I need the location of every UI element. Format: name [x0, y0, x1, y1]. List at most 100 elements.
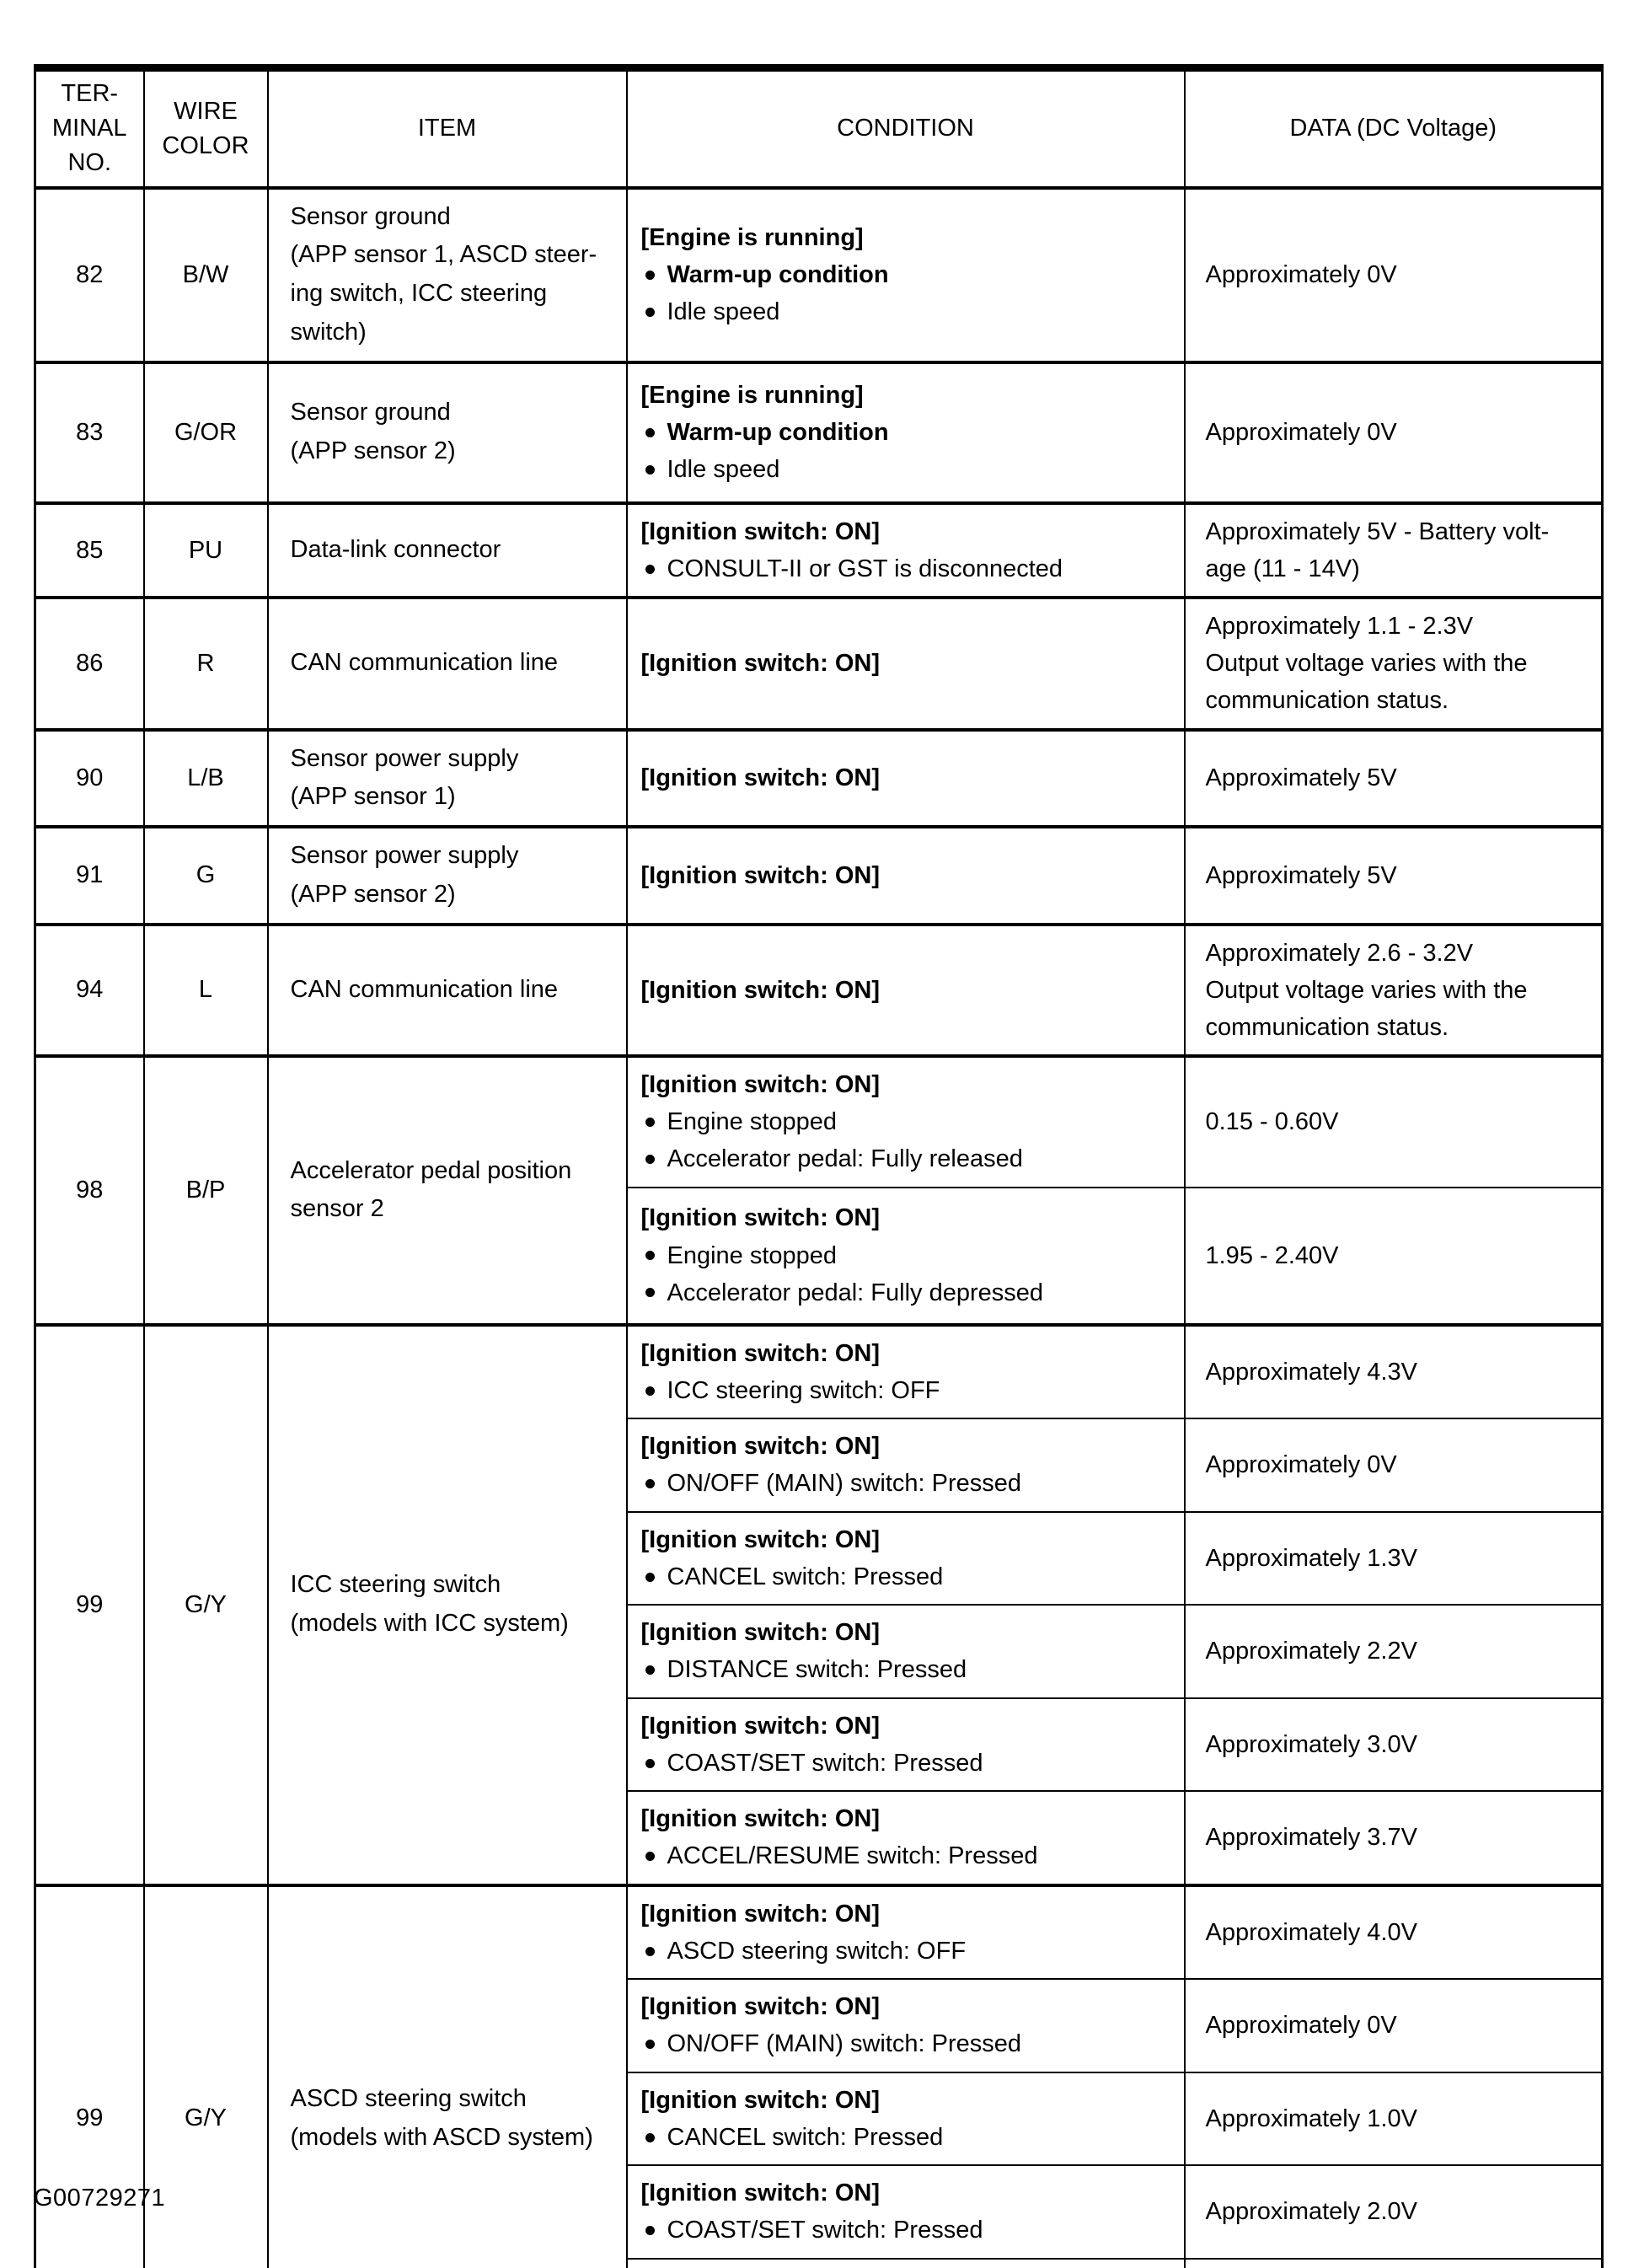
bullet-item: Idle speed	[641, 454, 1175, 485]
bullet-text: ASCD steering switch: OFF	[667, 1937, 967, 1965]
bullet-text: COAST/SET switch: Pressed	[667, 1749, 983, 1777]
bullet-icon	[645, 1758, 655, 1768]
terminal-cell: 94	[34, 922, 145, 1057]
data-cell: Approximately 3.7V	[1183, 1790, 1604, 1886]
condition-state: [Ignition switch: ON]	[640, 2086, 881, 2114]
figure-id: G00729271	[34, 2185, 166, 2212]
terminal-cell: 86	[34, 596, 145, 731]
bullet-text: ACCEL/RESUME switch: Pressed	[667, 1842, 1038, 1870]
condition-state: [Ignition switch: ON]	[640, 1805, 881, 1833]
table-subrow: [Ignition switch: ON] ACCEL/RESUME switc…	[35, 1790, 1604, 1886]
item-cell: Sensor ground (APP sensor 2)	[266, 360, 628, 504]
bullet-text: Engine stopped	[667, 1241, 838, 1269]
bullet-item: CANCEL switch: Pressed	[641, 2122, 1175, 2153]
column-header-item: ITEM	[266, 67, 628, 190]
bullet-text: Engine stopped	[667, 1108, 838, 1136]
bullet-item: ON/OFF (MAIN) switch: Pressed	[641, 1468, 1175, 1499]
terminal-cell: 91	[34, 825, 145, 925]
bullet-item: COAST/SET switch: Pressed	[641, 2215, 1175, 2245]
bullet-icon	[645, 1946, 655, 1956]
item-cell: Data-link connector	[266, 501, 628, 599]
item-cell: Sensor ground (APP sensor 1, ASCD steer-…	[266, 185, 628, 363]
condition-cell: [Engine is running] Warm-up condition Id…	[625, 360, 1186, 504]
table-subrow: [Ignition switch: ON] CANCEL switch: Pre…	[35, 2071, 1604, 2167]
condition-state: [Ignition switch: ON]	[640, 2180, 881, 2207]
bullet-item: Accelerator pedal: Fully released	[641, 1144, 1175, 1174]
bullet-text: COAST/SET switch: Pressed	[667, 2217, 983, 2244]
condition-cell: [Ignition switch: ON] ON/OFF (MAIN) swit…	[625, 1978, 1186, 2073]
condition-cell: [Ignition switch: ON]	[625, 922, 1186, 1057]
condition-cell: [Ignition switch: ON] Engine stopped Acc…	[625, 1186, 1186, 1326]
bullet-icon	[645, 2226, 655, 2236]
bullet-icon	[645, 564, 655, 574]
bullet-item: Engine stopped	[641, 1107, 1175, 1137]
table-subrow: [Ignition switch: ON] DISTANCE switch: P…	[35, 1604, 1604, 1699]
bullet-text: ON/OFF (MAIN) switch: Pressed	[667, 1470, 1022, 1498]
bullet-item: Warm-up condition	[641, 260, 1175, 290]
table-row: 86 R CAN communication line [Ignition sw…	[34, 596, 1604, 731]
table-header-row: TER- MINAL NO. WIRE COLOR ITEM CONDITION…	[34, 67, 1604, 190]
bullet-icon	[645, 1251, 655, 1261]
data-cell: Approximately 0V	[1183, 360, 1604, 504]
bullet-icon	[645, 2040, 655, 2050]
bullet-icon	[645, 427, 655, 437]
bullet-icon	[645, 1479, 655, 1489]
table-subrow: [Ignition switch: ON] CANCEL switch: Pre…	[35, 1510, 1604, 1606]
bullet-icon	[645, 270, 655, 280]
item-cell: CAN communication line	[266, 596, 628, 731]
condition-state: [Engine is running]	[640, 381, 864, 409]
wire-color-cell: G/Y	[142, 1883, 269, 2268]
bullet-item: ICC steering switch: OFF	[641, 1375, 1175, 1406]
bullet-item: COAST/SET switch: Pressed	[641, 1748, 1175, 1778]
bullet-item: CONSULT-II or GST is disconnected	[641, 554, 1175, 584]
condition-state: [Ignition switch: ON]	[640, 1712, 881, 1740]
wire-color-cell: G/OR	[142, 360, 269, 504]
condition-cell: [Ignition switch: ON] ICC steering switc…	[625, 1322, 1186, 1420]
bullet-text: Warm-up condition	[667, 419, 889, 447]
terminal-cell: 85	[34, 501, 145, 599]
condition-cell: [Ignition switch: ON] CANCEL switch: Pre…	[625, 2071, 1186, 2167]
condition-cell: [Engine is running] Warm-up condition Id…	[625, 185, 1186, 363]
data-cell: Approximately 5V	[1183, 727, 1604, 828]
wire-color-cell: R	[142, 596, 269, 731]
data-cell: Approximately 0V	[1183, 1418, 1604, 1513]
bullet-text: Accelerator pedal: Fully depressed	[667, 1279, 1044, 1306]
bullet-icon	[645, 1155, 655, 1165]
bullet-item: ASCD steering switch: OFF	[641, 1936, 1175, 1966]
data-cell: Approximately 5V - Battery volt- age (11…	[1183, 501, 1604, 599]
condition-cell: [Ignition switch: ON] Engine stopped Acc…	[625, 1054, 1186, 1188]
item-cell: Accelerator pedal position sensor 2	[266, 1054, 628, 1326]
data-cell: Approximately 1.3V	[1183, 1510, 1604, 1606]
table-row: 94 L CAN communication line [Ignition sw…	[34, 922, 1604, 1057]
condition-cell: [Ignition switch: ON] ASCD steering swit…	[625, 1883, 1186, 1981]
bullet-icon	[645, 307, 655, 317]
condition-state: [Ignition switch: ON]	[640, 764, 881, 792]
bullet-text: DISTANCE switch: Pressed	[667, 1656, 967, 1684]
bullet-icon	[645, 1665, 655, 1676]
bullet-item: Accelerator pedal: Fully depressed	[641, 1278, 1175, 1308]
table-row: 83 G/OR Sensor ground (APP sensor 2) [En…	[34, 360, 1604, 504]
condition-state: [Ignition switch: ON]	[640, 1070, 881, 1098]
column-header-condition: CONDITION	[625, 67, 1186, 190]
condition-state: [Ignition switch: ON]	[640, 976, 881, 1004]
condition-state: [Engine is running]	[640, 223, 864, 251]
bullet-icon	[645, 2132, 655, 2142]
condition-state: [Ignition switch: ON]	[640, 1525, 881, 1553]
condition-cell: [Ignition switch: ON] DISTANCE switch: P…	[625, 1604, 1186, 1699]
bullet-item: CANCEL switch: Pressed	[641, 1562, 1175, 1592]
terminal-cell: 83	[34, 360, 145, 504]
bullet-icon	[645, 1117, 655, 1127]
data-cell: Approximately 0V	[1183, 185, 1604, 363]
table-subrow: [Ignition switch: ON] COAST/SET switch: …	[35, 2164, 1604, 2260]
wire-color-cell: G	[142, 825, 269, 925]
table-subrow: [Ignition switch: ON] ON/OFF (MAIN) swit…	[35, 1978, 1604, 2073]
condition-state: [Ignition switch: ON]	[640, 1900, 881, 1928]
condition-state: [Ignition switch: ON]	[640, 1204, 881, 1232]
wire-color-cell: L	[142, 922, 269, 1057]
item-cell: Sensor power supply (APP sensor 1)	[266, 727, 628, 828]
bullet-icon	[645, 465, 655, 475]
table-row: 99 G/Y ASCD steering switch (models with…	[34, 1883, 1604, 2268]
condition-cell: [Ignition switch: ON] ON/OFF (MAIN) swit…	[625, 1418, 1186, 1513]
bullet-text: CANCEL switch: Pressed	[667, 1563, 944, 1590]
